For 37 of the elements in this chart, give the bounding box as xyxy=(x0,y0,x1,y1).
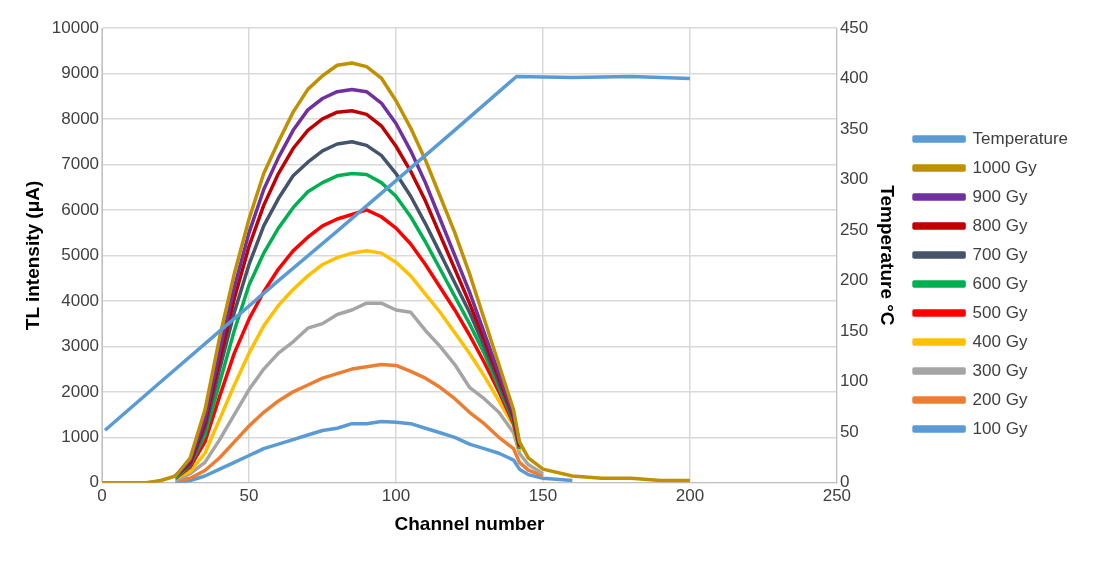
y-tick-label: 9000 xyxy=(61,63,100,83)
y2-tick-label: 50 xyxy=(839,421,859,441)
legend-label: Temperature xyxy=(972,128,1068,148)
legend-label: 800 Gy xyxy=(972,215,1028,235)
legend-label: 400 Gy xyxy=(972,331,1028,351)
y2-tick-label: 100 xyxy=(839,371,869,391)
y-tick-label: 5000 xyxy=(61,245,100,265)
y2-tick-label: 200 xyxy=(839,270,869,290)
x-tick-label: 50 xyxy=(239,485,259,505)
y-tick-label: 3000 xyxy=(61,336,100,356)
y2-tick-label: 250 xyxy=(839,219,869,239)
y2-tick-label: 400 xyxy=(839,68,869,88)
legend-label: 500 Gy xyxy=(972,302,1028,322)
legend-label: 100 Gy xyxy=(972,418,1028,438)
y-tick-label: 1000 xyxy=(61,427,100,447)
y-tick-label: 10000 xyxy=(51,17,100,37)
y2-tick-label: 450 xyxy=(839,17,869,37)
y2-tick-label: 350 xyxy=(839,118,869,138)
y2-tick-label: 150 xyxy=(839,320,869,340)
legend-label: 300 Gy xyxy=(972,360,1028,380)
y-tick-label: 2000 xyxy=(61,381,100,401)
legend-label: 600 Gy xyxy=(972,273,1028,293)
legend-label: 900 Gy xyxy=(972,186,1028,206)
x-tick-label: 200 xyxy=(675,485,705,505)
y-tick-label: 4000 xyxy=(61,290,100,310)
legend-label: 1000 Gy xyxy=(972,157,1038,177)
legend-label: 700 Gy xyxy=(972,244,1028,264)
y-tick-label: 6000 xyxy=(61,199,100,219)
y2-axis-title: Temperature °C xyxy=(877,185,899,326)
y-tick-label: 8000 xyxy=(61,108,100,128)
x-tick-label: 150 xyxy=(528,485,558,505)
legend-label: 200 Gy xyxy=(972,389,1028,409)
x-axis-title: Channel number xyxy=(394,512,546,534)
y-axis-title: TL intensity (μA) xyxy=(21,180,43,331)
y2-tick-label: 300 xyxy=(839,169,869,189)
x-tick-label: 100 xyxy=(381,485,411,505)
y-tick-label: 7000 xyxy=(61,154,100,174)
